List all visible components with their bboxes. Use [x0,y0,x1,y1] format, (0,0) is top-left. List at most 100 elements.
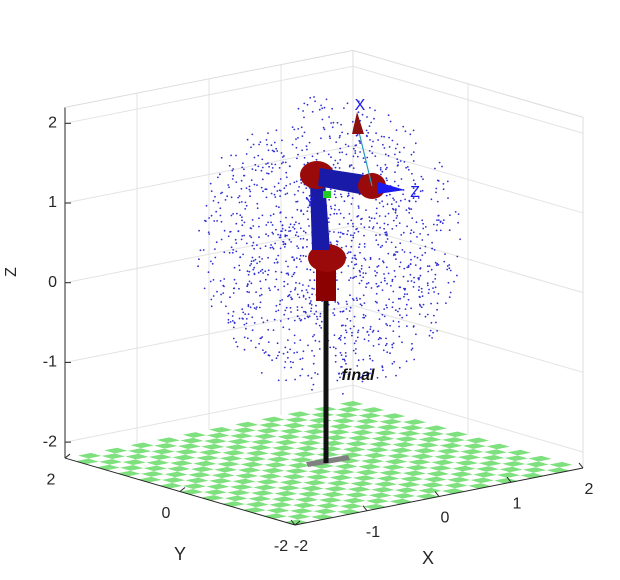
workspace-point [395,129,398,132]
floor-tile [509,469,534,476]
workspace-point [268,287,270,290]
workspace-point [410,208,413,211]
workspace-point [208,233,211,235]
floor-tile [342,497,366,504]
workspace-point [271,359,273,362]
workspace-point [363,302,366,304]
workspace-point [238,264,241,267]
workspace-point [285,184,288,187]
z-tick-label: 2 [48,115,57,132]
floor-tile [329,449,353,455]
workspace-point [322,126,325,129]
workspace-point [418,303,421,306]
workspace-point [339,231,342,234]
workspace-point [392,208,395,211]
workspace-point [301,289,303,292]
floor-tile [172,454,196,461]
workspace-point [392,330,395,332]
workspace-point [381,313,384,316]
workspace-point [267,256,269,259]
workspace-point [278,206,280,209]
workspace-point [398,222,401,225]
workspace-point [266,172,268,175]
workspace-point [291,298,294,300]
floor-tile [208,478,233,484]
floor-tile [499,466,523,473]
floor-tile [229,433,254,439]
floor-tile [245,424,270,431]
floor-tile [263,436,288,443]
workspace-point [229,296,231,299]
workspace-point [273,193,276,196]
floor-tile [130,468,154,474]
workspace-point [356,155,359,158]
floor-tile [428,490,453,497]
floor-tile [167,440,191,447]
workspace-point [313,334,316,336]
workspace-point [220,192,222,195]
floor-tile [258,473,283,480]
workspace-point [434,261,437,264]
workspace-point [375,282,378,285]
workspace-point [238,317,241,320]
floor-tile [525,461,549,468]
workspace-point [300,126,303,129]
workspace-point [332,346,335,349]
workspace-point [309,302,312,304]
workspace-point [265,163,267,165]
workspace-point [424,315,427,318]
workspace-point [330,207,333,210]
workspace-point [409,263,412,266]
floor-tile [410,453,434,460]
floor-tile [224,444,249,450]
workspace-point [432,287,434,289]
floor-tile [119,465,144,471]
workspace-point [355,297,358,299]
workspace-point [267,172,270,175]
workspace-point [299,339,302,341]
workspace-point [231,315,234,317]
workspace-point [277,182,280,185]
floor-tile [159,457,183,463]
workspace-point [385,323,387,325]
workspace-point [403,287,405,290]
workspace-point [408,211,411,214]
floor-tile [339,477,364,484]
workspace-point [354,152,357,155]
floor-tile [290,431,314,437]
workspace-point [261,178,264,181]
floor-tile [399,476,424,482]
workspace-point [415,333,417,336]
workspace-point [391,346,394,349]
workspace-point [284,242,287,245]
floor-tile [366,421,390,428]
workspace-point [247,313,250,315]
workspace-point [216,220,219,222]
workspace-point [251,316,254,319]
floor-tile [316,502,340,509]
workspace-point [403,293,406,296]
workspace-point [342,324,344,327]
x-axis-label: X [422,548,434,568]
workspace-point [272,233,275,235]
workspace-point [437,214,440,217]
workspace-point [293,227,296,230]
floor-tile [326,480,351,487]
workspace-point [333,212,336,215]
workspace-point [304,317,306,320]
floor-tile [400,424,424,431]
workspace-point [207,231,210,234]
workspace-point [443,260,446,263]
workspace-point [275,205,278,208]
workspace-point [267,341,270,343]
workspace-point [394,253,397,256]
workspace-point [332,121,335,124]
workspace-point [243,234,246,237]
floor-tile [232,452,256,459]
workspace-point [298,258,301,261]
floor-tile [172,480,196,486]
workspace-point [340,246,343,249]
workspace-point [274,163,277,166]
floor-tile [206,458,230,464]
workspace-point [227,235,230,238]
